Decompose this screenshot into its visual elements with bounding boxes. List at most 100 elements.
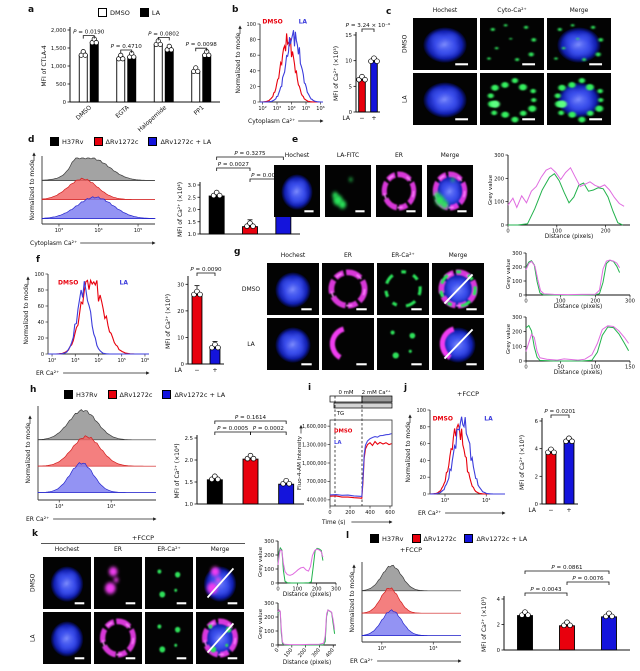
- svg-text:−: −: [359, 115, 364, 122]
- svg-text:0: 0: [506, 229, 509, 235]
- column-header: ER: [344, 252, 352, 259]
- svg-text:100: 100: [246, 22, 256, 28]
- micrograph: [94, 612, 142, 664]
- svg-text:+: +: [212, 367, 217, 374]
- micrograph: [322, 263, 374, 315]
- svg-text:60: 60: [38, 304, 44, 310]
- svg-text:200: 200: [601, 229, 611, 235]
- svg-text:P = 0.1614: P = 0.1614: [235, 415, 267, 421]
- svg-text:200: 200: [312, 587, 322, 593]
- legend-swatch-h37rv: [64, 390, 73, 399]
- legend-l: H37Rv ΔRv1272c ΔRv1272c + LA: [370, 534, 527, 543]
- legend-a: DMSO LA: [98, 8, 160, 17]
- intensity-profile-g-dmso: 0 100 200 300 0 100 200 300 Distance (pixels) Gre…: [506, 251, 635, 310]
- panel-label-k: k: [32, 529, 38, 539]
- svg-text:10²: 10²: [48, 358, 56, 364]
- column-header: Hochest: [280, 252, 306, 259]
- legend-swatch-rv1272c: [107, 390, 117, 399]
- svg-text:Distance (pixels): Distance (pixels): [545, 234, 593, 240]
- micrograph: [325, 165, 371, 217]
- bar-chart-ctla4: 0 500 1,000 1,500 2,000 MFI of CTLA-4 P = 0.01…: [41, 27, 220, 134]
- svg-text:ER Ca²⁺: ER Ca²⁺: [26, 516, 49, 523]
- svg-text:10²: 10²: [258, 106, 266, 112]
- panel-label-a: a: [28, 5, 35, 15]
- svg-text:LA: LA: [299, 18, 308, 25]
- svg-text:Normalized to mode: Normalized to mode: [25, 422, 32, 483]
- svg-text:Fluo-4-AM Intensity: Fluo-4-AM Intensity: [297, 435, 303, 490]
- legend-label: H37Rv: [76, 390, 98, 399]
- svg-text:P = 0.0005: P = 0.0005: [217, 426, 249, 432]
- svg-text:2 mM Ca²⁺: 2 mM Ca²⁺: [362, 389, 391, 396]
- svg-text:LA: LA: [484, 416, 493, 423]
- svg-text:1,000,000: 1,000,000: [302, 461, 326, 467]
- svg-text:100: 100: [264, 629, 274, 635]
- panel-label-l: l: [346, 531, 350, 541]
- micrograph: [196, 557, 244, 609]
- row-label: DMSO: [401, 34, 409, 54]
- svg-text:PP1: PP1: [193, 104, 206, 117]
- svg-text:P = 0.0076: P = 0.0076: [572, 576, 604, 582]
- svg-text:10⁴: 10⁴: [287, 106, 295, 112]
- flow-histogram-cytoplasm-ca: 0 20 40 60 80 100 10² 10³ 10⁴ 10⁵ 10⁶ Cytoplasm Ca²…: [235, 18, 325, 125]
- micrograph: [480, 73, 544, 125]
- svg-text:10³: 10³: [441, 498, 449, 504]
- micrograph: [547, 73, 611, 125]
- micrograph: [376, 165, 422, 217]
- panel-label-c: c: [386, 7, 392, 17]
- svg-text:0: 0: [63, 100, 67, 106]
- legend-swatch-rv1272c-la: [162, 390, 172, 399]
- svg-text:10³: 10³: [71, 358, 79, 364]
- svg-text:Grey value: Grey value: [506, 258, 512, 289]
- svg-text:2.5: 2.5: [188, 195, 196, 201]
- svg-text:10: 10: [345, 59, 352, 65]
- row-label: LA: [29, 634, 37, 642]
- svg-text:10⁴: 10⁴: [429, 646, 437, 652]
- svg-text:300: 300: [494, 153, 504, 159]
- svg-text:0: 0: [519, 293, 522, 299]
- svg-text:700,000: 700,000: [307, 479, 327, 485]
- column-header: Hochest: [284, 152, 310, 159]
- micrograph: [145, 557, 193, 609]
- column-header: Merge: [210, 546, 230, 553]
- svg-text:P = 0.4710: P = 0.4710: [111, 44, 143, 50]
- svg-text:Normalized to mode: Normalized to mode: [29, 159, 36, 220]
- svg-text:100: 100: [34, 272, 44, 278]
- svg-text:P = 0.0043: P = 0.0043: [530, 587, 562, 593]
- svg-text:Grey value: Grey value: [488, 174, 494, 205]
- legend-label: ΔRv1272c: [119, 390, 153, 399]
- svg-text:100: 100: [512, 344, 522, 350]
- svg-text:0: 0: [535, 502, 539, 508]
- micrograph: [432, 263, 484, 315]
- svg-text:P = 0.0027: P = 0.0027: [218, 162, 250, 168]
- svg-text:LA: LA: [120, 279, 129, 286]
- svg-text:0: 0: [328, 510, 331, 516]
- row-label: DMSO: [241, 285, 261, 293]
- micrograph: [547, 18, 611, 70]
- svg-text:DMSO: DMSO: [334, 428, 353, 434]
- column-header: ER-Ca²⁺: [391, 252, 415, 259]
- svg-text:60: 60: [250, 53, 256, 59]
- legend-h: H37Rv ΔRv1272c ΔRv1272c + LA: [64, 390, 225, 399]
- panel-label-f: f: [36, 255, 40, 265]
- svg-text:10: 10: [177, 335, 184, 341]
- svg-text:P = 0.0861: P = 0.0861: [551, 565, 583, 571]
- svg-text:ER Ca²⁺: ER Ca²⁺: [350, 658, 373, 665]
- svg-text:10⁶: 10⁶: [141, 358, 149, 364]
- panel-label-g: g: [234, 247, 241, 257]
- svg-text:Distance (pixels): Distance (pixels): [283, 660, 331, 666]
- column-header: ER: [114, 546, 122, 553]
- legend-swatch-rv1272c: [93, 137, 103, 146]
- svg-text:LA: LA: [342, 115, 350, 122]
- svg-text:50: 50: [557, 365, 564, 371]
- micrograph: [43, 612, 91, 664]
- svg-text:40: 40: [420, 458, 426, 464]
- micrograph: [43, 557, 91, 609]
- svg-text:10³: 10³: [55, 504, 63, 510]
- svg-text:5: 5: [349, 84, 352, 90]
- legend-label: ΔRv1272c + LA: [160, 137, 212, 146]
- svg-text:200: 200: [297, 647, 308, 658]
- bar-chart-er-ca-fccp: 0 2 4 6 MFI of Ca²⁺ (×10³) − + LA P = 0.0201: [519, 409, 578, 514]
- row-label: LA: [401, 95, 409, 103]
- legend-swatch-rv1272c: [411, 534, 421, 543]
